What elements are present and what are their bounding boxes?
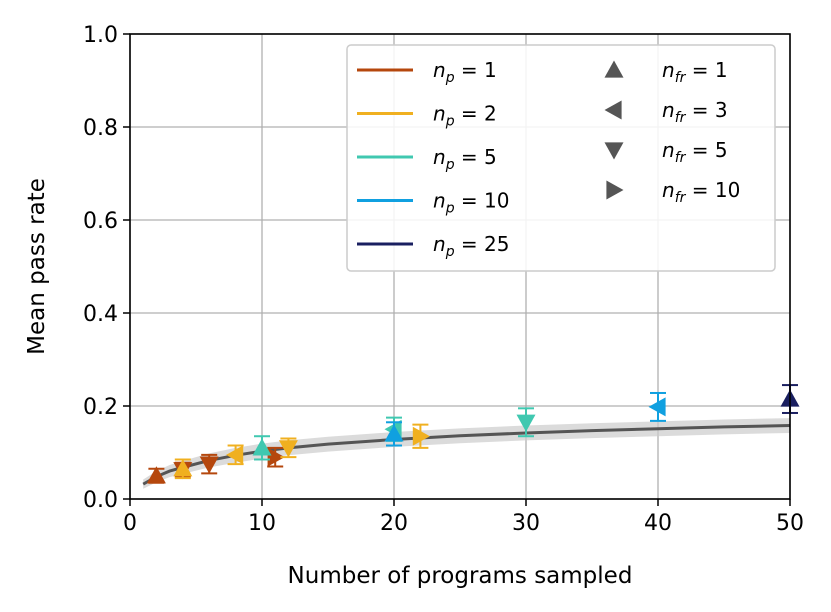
data-points-layer (146, 384, 800, 484)
x-tick-label: 30 (512, 511, 540, 536)
y-axis-label: Mean pass rate (24, 178, 50, 355)
data-point (648, 397, 666, 417)
confidence-band (143, 418, 790, 489)
x-tick-label: 10 (248, 511, 276, 536)
confidence-band-layer (143, 418, 790, 489)
y-tick-label: 0.2 (83, 395, 118, 420)
legend-box (346, 44, 776, 272)
y-tick-label: 1.0 (83, 23, 118, 48)
y-tick-label: 0.0 (83, 488, 118, 513)
data-point (516, 414, 536, 432)
data-point (173, 459, 193, 477)
legend-marker (604, 142, 624, 160)
data-point (199, 456, 219, 474)
legend-label: np = 1 (433, 58, 497, 86)
legend-label: np = 10 (433, 189, 510, 217)
axis-ticks: 0 10 20 30 40 50 0.0 0.2 0.4 0.6 0.8 1.0 (83, 23, 804, 536)
data-point (252, 438, 272, 456)
legend-label: np = 5 (433, 145, 497, 173)
legend-marker (604, 100, 622, 120)
data-point (146, 466, 166, 484)
x-tick-label: 50 (776, 511, 804, 536)
data-point (226, 445, 244, 465)
legend-label: np = 25 (433, 232, 510, 260)
y-tick-label: 0.6 (83, 209, 118, 234)
legend-label: nfr = 5 (662, 138, 728, 166)
x-tick-label: 0 (123, 511, 137, 536)
data-point (384, 424, 404, 442)
legend-marker (606, 180, 624, 200)
axes-frame (129, 33, 791, 500)
legend: np = 1 np = 2 np = 5 np = 10 np = 25 nfr = 1 n… (346, 44, 776, 272)
legend-marker (604, 60, 624, 78)
y-tick-label: 0.4 (83, 302, 118, 327)
baseline-curve (142, 424, 791, 486)
data-point (412, 426, 430, 446)
x-axis-label: Number of programs sampled (288, 563, 633, 589)
data-point (278, 440, 298, 458)
legend-label: nfr = 3 (662, 98, 728, 126)
baseline-curve-layer (142, 424, 791, 486)
legend-label: nfr = 10 (662, 178, 740, 206)
legend-label: nfr = 1 (662, 58, 728, 86)
legend-label: np = 2 (433, 102, 497, 130)
y-tick-label: 0.8 (83, 116, 118, 141)
data-point (267, 447, 285, 467)
x-tick-label: 20 (380, 511, 408, 536)
x-tick-label: 40 (644, 511, 672, 536)
